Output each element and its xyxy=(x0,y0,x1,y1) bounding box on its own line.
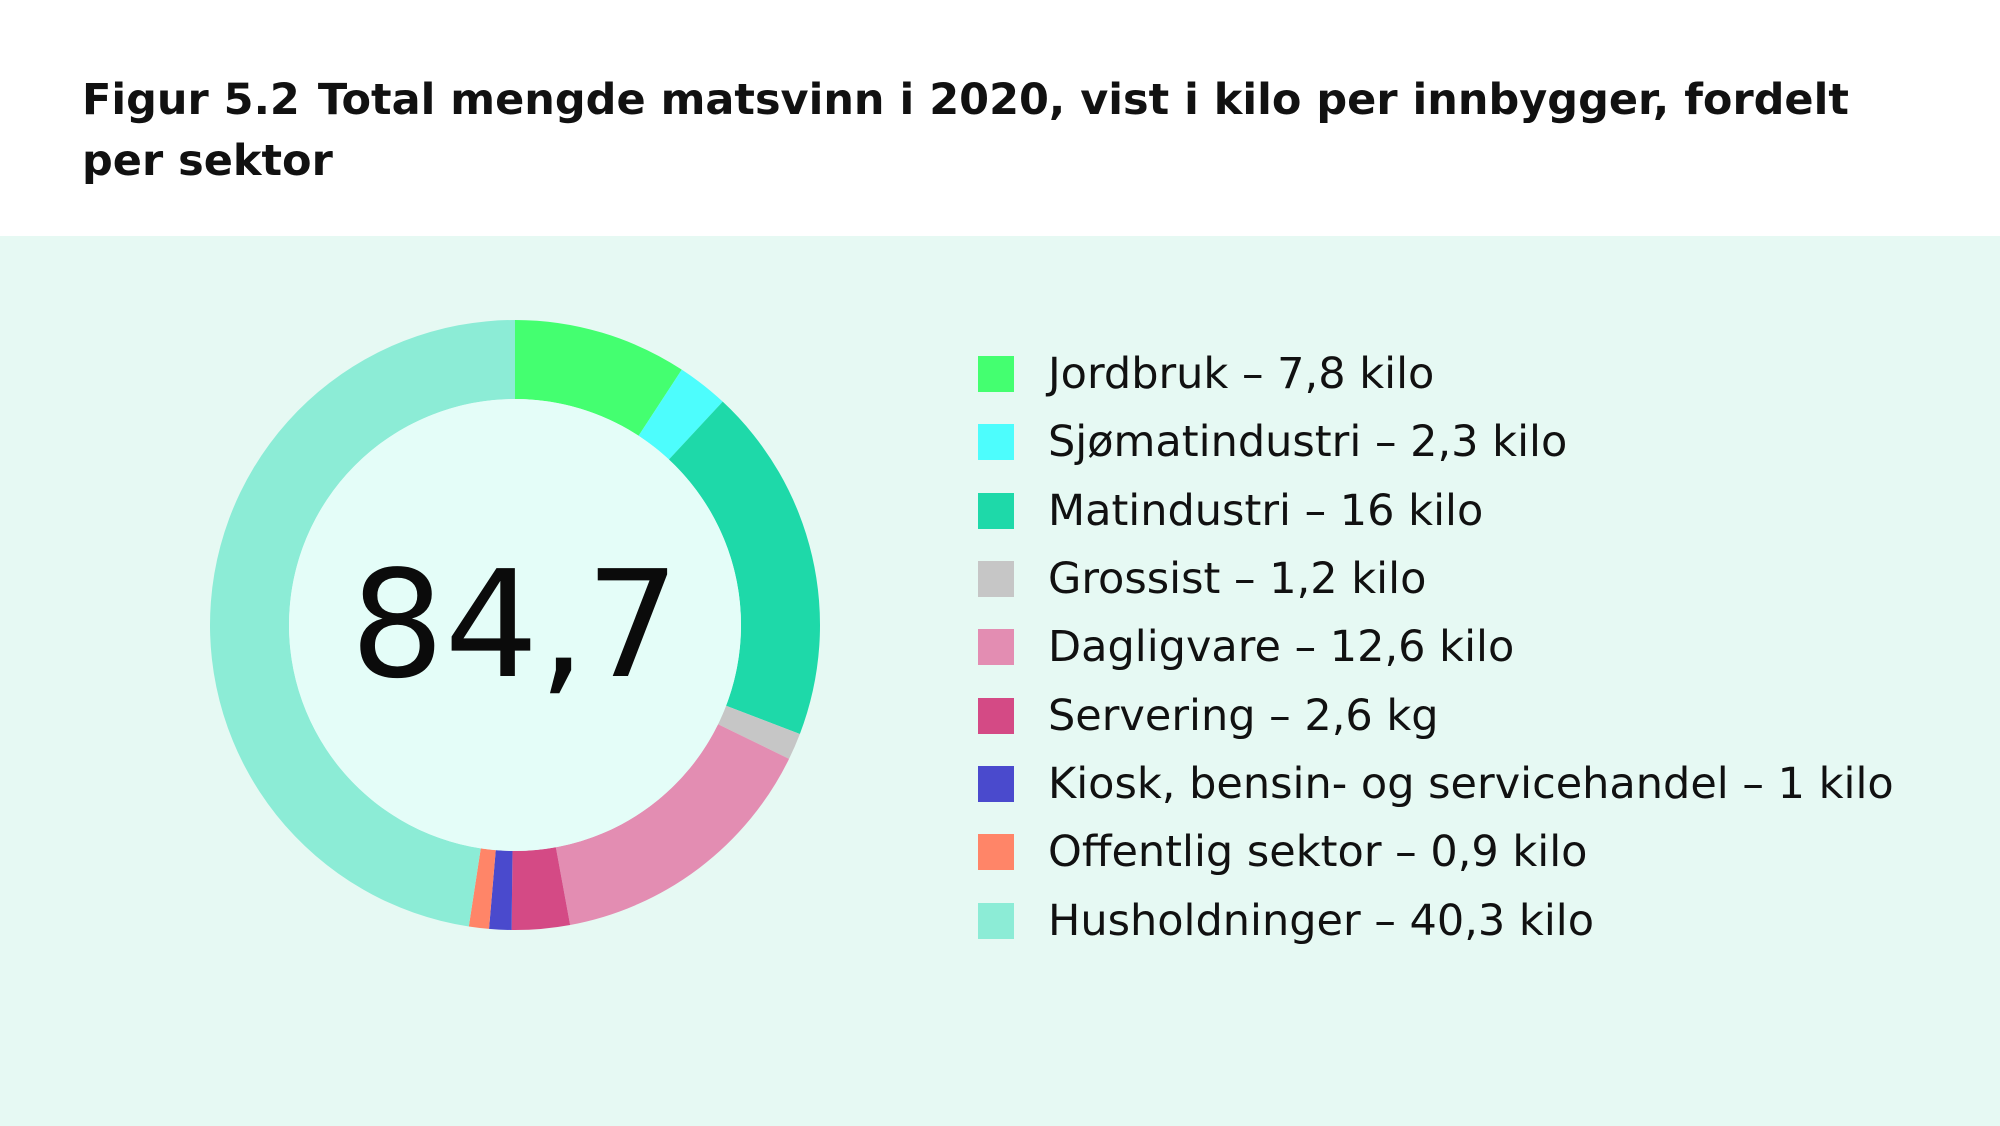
legend-item: Husholdninger – 40,3 kilo xyxy=(978,886,1894,954)
legend-swatch xyxy=(978,902,1014,939)
legend-swatch xyxy=(978,697,1014,734)
legend-item: Offentlig sektor – 0,9 kilo xyxy=(978,818,1894,886)
donut-center-total: 84,7 xyxy=(350,539,680,711)
donut-slice-grossist xyxy=(718,705,800,759)
legend-item: Jordbruk – 7,8 kilo xyxy=(978,340,1894,408)
legend-label: Servering – 2,6 kg xyxy=(1048,690,1439,741)
legend-label: Offentlig sektor – 0,9 kilo xyxy=(1048,827,1588,878)
chart-legend: Jordbruk – 7,8 kilo Sjømatindustri – 2,3 … xyxy=(978,340,1894,955)
legend-item: Grossist – 1,2 kilo xyxy=(978,545,1894,613)
donut-chart: 84,7 xyxy=(209,320,820,930)
legend-item: Sjømatindustri – 2,3 kilo xyxy=(978,408,1894,476)
donut-slice-jordbruk xyxy=(515,320,682,436)
legend-item: Servering – 2,6 kg xyxy=(978,681,1894,749)
legend-swatch xyxy=(978,492,1014,529)
legend-label: Dagligvare – 12,6 kilo xyxy=(1048,622,1515,673)
legend-swatch xyxy=(978,629,1014,666)
legend-swatch xyxy=(978,356,1014,393)
legend-label: Grossist – 1,2 kilo xyxy=(1048,554,1427,605)
legend-label: Kiosk, bensin- og servicehandel – 1 kilo xyxy=(1048,758,1894,809)
figure-caption: Total mengde matsvinn i 2020, vist i kil… xyxy=(82,75,1849,186)
legend-label: Sjømatindustri – 2,3 kilo xyxy=(1048,417,1568,468)
figure-title: Figur 5.2 Total mengde matsvinn i 2020, v… xyxy=(82,70,1882,192)
figure-number: Figur 5.2 xyxy=(82,75,300,125)
donut-slice-servering xyxy=(511,847,571,930)
donut-slices xyxy=(209,320,820,930)
legend-label: Husholdninger – 40,3 kilo xyxy=(1048,895,1595,946)
donut-center xyxy=(289,399,741,851)
donut-slice-offentlig-sektor xyxy=(468,848,496,929)
legend-swatch xyxy=(978,765,1014,802)
legend-swatch xyxy=(978,834,1014,871)
legend-item: Kiosk, bensin- og servicehandel – 1 kilo xyxy=(978,750,1894,818)
legend-item: Matindustri – 16 kilo xyxy=(978,477,1894,545)
donut-slice-kiosk-bensin-og-servicehandel xyxy=(489,850,513,930)
donut-slice-matindustri xyxy=(668,401,820,734)
legend-item: Dagligvare – 12,6 kilo xyxy=(978,613,1894,681)
donut-slice-sjømatindustri xyxy=(638,369,723,460)
donut-slice-husholdninger xyxy=(209,320,515,927)
legend-label: Matindustri – 16 kilo xyxy=(1048,485,1484,536)
legend-swatch xyxy=(978,561,1014,598)
donut-slice-dagligvare xyxy=(555,724,790,925)
legend-swatch xyxy=(978,424,1014,461)
legend-label: Jordbruk – 7,8 kilo xyxy=(1048,349,1435,400)
